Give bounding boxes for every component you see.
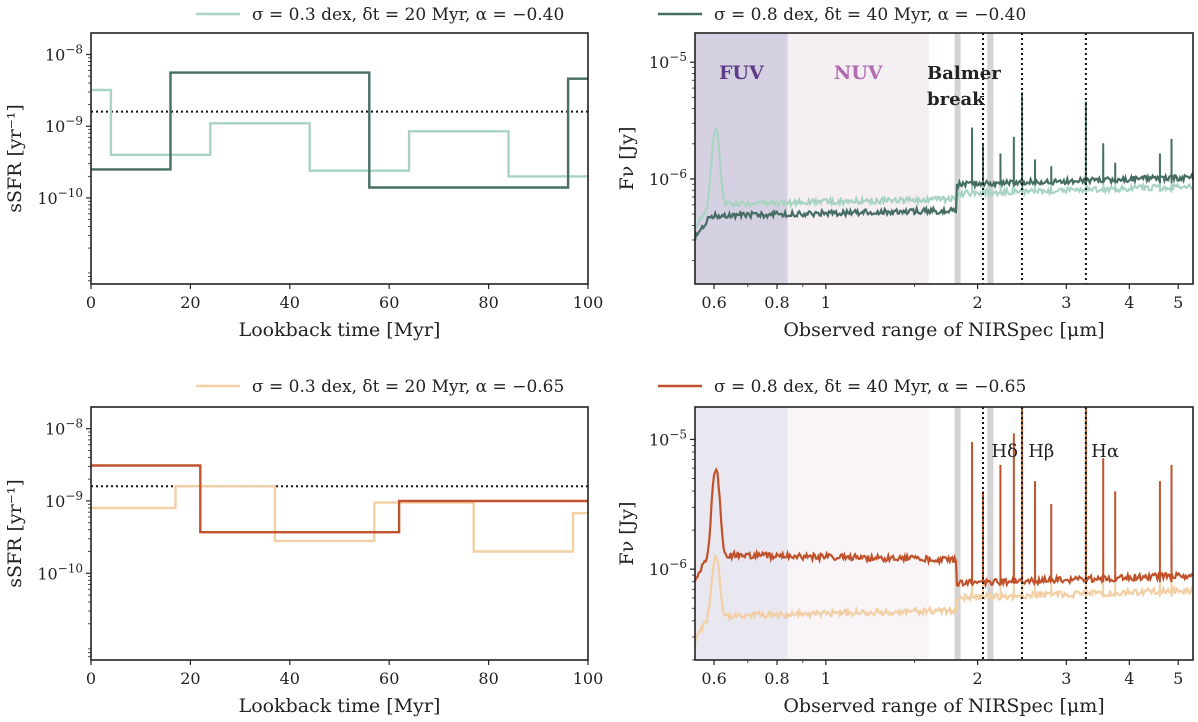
band-label-fuv: FUV [719,62,765,84]
spectrum-0 [694,127,1194,230]
x-tick-label: 100 [573,669,604,688]
y-axis-label: Fν [Jy] [616,502,638,566]
x-axis-label: Lookback time [Myr] [239,695,441,717]
x-tick-label: 4 [1124,669,1134,688]
y-tick-label: 10−5 [649,50,687,72]
x-tick-label: 1 [821,293,831,312]
y-tick-label: 10−6 [649,557,687,579]
y-axis-label: Fν [Jy] [616,127,638,191]
line-id-label: Hα [1091,441,1119,462]
x-tick-label: 60 [379,669,399,688]
y-tick-label: 10−8 [45,417,83,439]
x-tick-label: 0 [86,669,96,688]
legend-entry: σ = 0.8 dex, δt = 40 Myr, α = −0.65 [714,377,1026,397]
x-tick-label: 1 [821,669,831,688]
balmer-break-label: Balmer [927,63,1001,84]
axes-frame [90,406,589,661]
x-tick-label: 2 [973,293,983,312]
uv-band [787,33,929,284]
x-tick-label: 100 [573,293,604,312]
x-tick-label: 20 [180,669,200,688]
x-tick-label: 0.6 [701,669,726,688]
sfh-panel-0 [86,12,702,289]
y-tick-label: 10−10 [37,561,83,583]
x-tick-label: 4 [1124,293,1134,312]
sfh-series-1 [91,71,588,189]
grey-band [987,407,994,660]
spectrum-0 [693,554,1194,644]
x-tick-label: 60 [379,293,399,312]
x-tick-label: 5 [1173,669,1183,688]
x-tick-label: 5 [1173,293,1183,312]
sfh-series-1 [91,464,588,534]
y-tick-label: 10−9 [45,114,83,136]
y-tick-label: 10−10 [37,186,83,208]
x-tick-label: 0.8 [764,293,789,312]
x-tick-label: 20 [180,293,200,312]
x-axis-label: Observed range of NIRSpec [μm] [783,695,1104,717]
plot-area [91,407,588,660]
x-tick-label: 80 [478,293,498,312]
uv-band [787,407,929,660]
y-tick-label: 10−5 [649,427,687,449]
y-tick-label: 10−9 [45,489,83,511]
plot-area [91,33,588,284]
grey-band [954,33,961,284]
sfh-series-0 [91,88,588,178]
sed-panel-3 [690,406,1194,665]
line-id-label: Hδ [991,441,1018,462]
y-tick-label: 10−8 [45,43,83,65]
grey-band [954,407,961,660]
x-tick-label: 0.8 [764,669,789,688]
x-tick-label: 40 [280,669,300,688]
balmer-break-label: break [927,89,985,110]
band-label-nuv: NUV [834,62,884,84]
spectrum-1 [693,171,1195,241]
uv-band [695,33,788,284]
axes-frame [90,32,589,285]
legend-entry: σ = 0.8 dex, δt = 40 Myr, α = −0.40 [714,5,1026,25]
y-axis-label: sSFR [yr⁻¹] [4,479,26,588]
spectrum-1 [693,467,1194,590]
x-tick-label: 3 [1061,293,1071,312]
sfh-panel-2 [86,384,702,665]
sfh-series-0 [91,485,588,553]
x-tick-label: 0.6 [701,293,726,312]
y-axis-label: sSFR [yr⁻¹] [4,104,26,213]
x-tick-label: 2 [973,669,983,688]
x-tick-label: 3 [1061,669,1071,688]
x-tick-label: 80 [478,669,498,688]
axes-frame [694,32,1194,285]
y-tick-label: 10−6 [649,167,687,189]
x-axis-label: Lookback time [Myr] [239,319,441,341]
line-id-label: Hβ [1028,441,1054,462]
sed-panel-1 [690,32,1195,289]
x-tick-label: 40 [280,293,300,312]
x-axis-label: Observed range of NIRSpec [μm] [783,319,1104,341]
x-tick-label: 0 [86,293,96,312]
grey-band [987,33,994,284]
axes-frame [694,406,1194,661]
legend-entry: σ = 0.3 dex, δt = 20 Myr, α = −0.40 [252,5,564,25]
legend-entry: σ = 0.3 dex, δt = 20 Myr, α = −0.65 [252,377,564,397]
